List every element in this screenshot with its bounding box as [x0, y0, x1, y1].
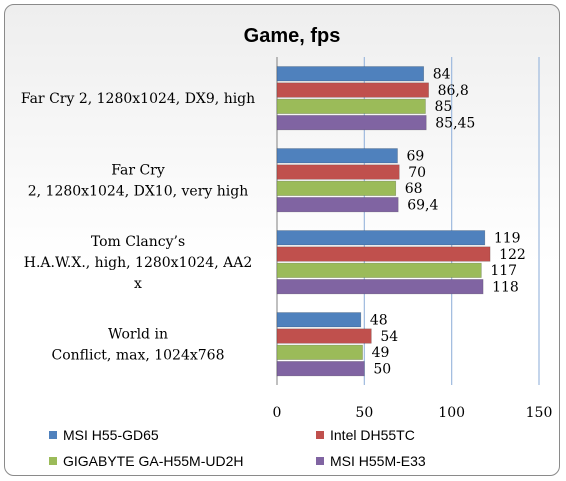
bar	[276, 82, 429, 98]
bar	[276, 328, 372, 344]
data-label: 69	[407, 149, 425, 165]
legend-swatch	[49, 431, 57, 439]
category-label: H.A.W.X., high, 1280x1024, AA2	[24, 255, 252, 271]
data-label: 68	[405, 181, 423, 197]
legend-swatch	[316, 457, 324, 465]
category-label: 2, 1280x1024, DX10, very high	[28, 184, 249, 200]
bar	[276, 230, 486, 246]
category-label: x	[134, 276, 142, 292]
x-tick-label: 100	[438, 405, 465, 421]
legend-swatch	[49, 457, 57, 465]
bar	[276, 312, 362, 328]
data-label: 69,4	[407, 197, 438, 213]
data-label: 85	[434, 99, 452, 115]
bar	[276, 66, 425, 82]
data-label: 70	[408, 165, 426, 181]
data-label: 86,8	[438, 83, 469, 99]
data-label: 84	[433, 67, 451, 83]
legend-swatch	[316, 431, 324, 439]
bar	[276, 246, 491, 262]
category-label: Conflict, max, 1024x768	[51, 348, 224, 364]
data-label: 122	[499, 247, 526, 263]
bar	[276, 344, 363, 360]
x-axis-ticks: 0 50 100 150	[273, 405, 553, 421]
category-labels: Far Cry 2, 1280x1024, DX9, high Far Cry 2,…	[21, 91, 255, 364]
data-label: 48	[370, 313, 388, 329]
bars	[276, 66, 491, 377]
x-tick-label: 0	[273, 405, 282, 421]
bar	[276, 98, 426, 114]
x-tick-label: 150	[526, 405, 553, 421]
bar	[276, 164, 400, 180]
legend-label: MSI H55-GD65	[63, 427, 159, 443]
data-label: 117	[490, 263, 517, 279]
bar	[276, 115, 427, 131]
x-tick-label: 50	[355, 405, 373, 421]
legend-label: MSI H55M-E33	[330, 453, 426, 469]
bar	[276, 262, 482, 278]
bar	[276, 148, 398, 164]
legend-label: GIGABYTE GA-H55M-UD2H	[63, 453, 243, 469]
data-label: 54	[380, 329, 398, 345]
data-label: 119	[494, 231, 521, 247]
data-label: 85,45	[435, 115, 475, 131]
bar	[276, 197, 399, 213]
data-label: 118	[492, 279, 519, 295]
bar	[276, 279, 484, 295]
bar	[276, 361, 365, 377]
category-label: Tom Clancy’s	[91, 234, 185, 250]
legend-label: Intel DH55TC	[330, 427, 415, 443]
category-label: Far Cry 2, 1280x1024, DX9, high	[21, 91, 255, 107]
legend: MSI H55-GD65 Intel DH55TC GIGABYTE GA-H55M…	[49, 427, 426, 469]
data-label: 49	[372, 345, 390, 361]
data-label: 50	[373, 361, 391, 377]
bar	[276, 180, 397, 196]
category-label: World in	[108, 327, 168, 343]
chart-title: Game, fps	[244, 25, 341, 47]
category-label: Far Cry	[111, 163, 165, 179]
